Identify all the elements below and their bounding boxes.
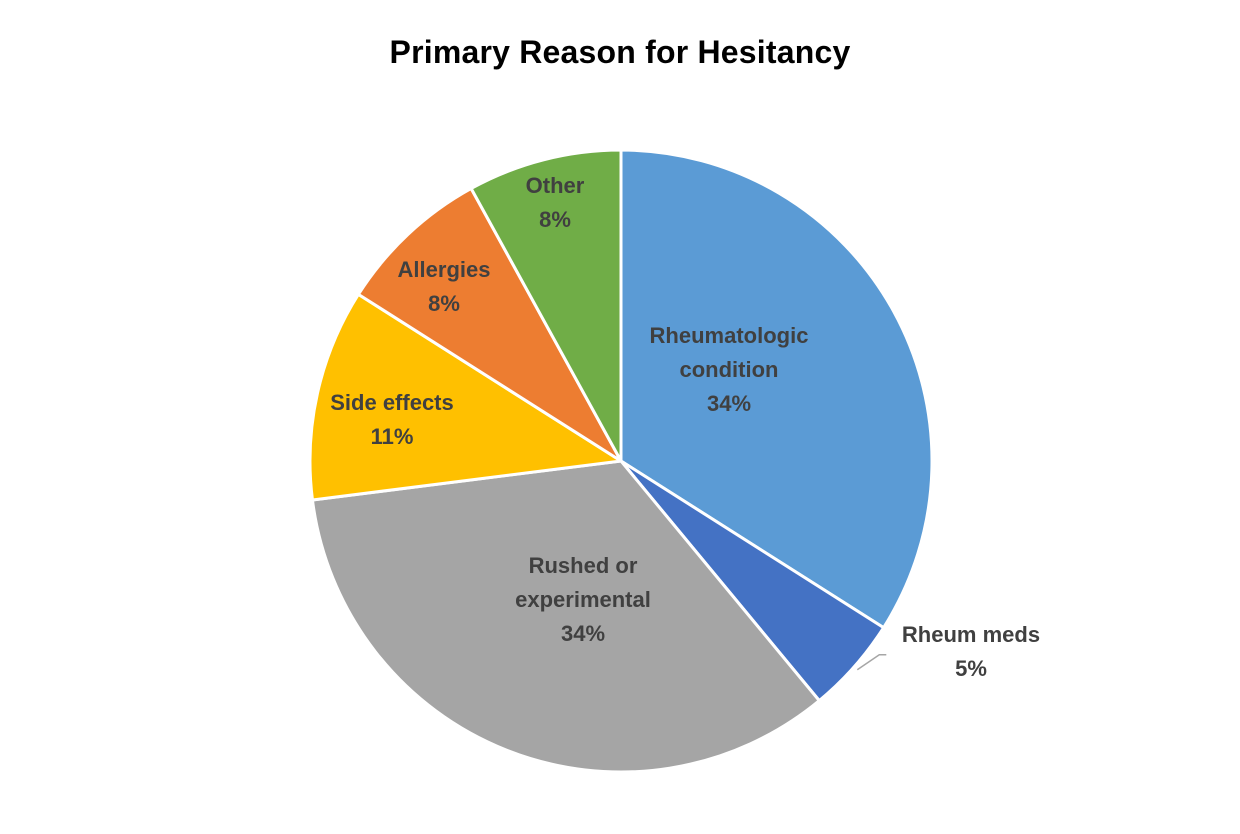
slice-label-rheumatologic-condition: Rheumatologic condition 34%	[650, 323, 809, 416]
slice-name-text: Rheumatologic	[650, 323, 809, 348]
slice-name-text: Rheum meds	[902, 622, 1040, 647]
slice-name-text: experimental	[515, 587, 651, 612]
slice-percent-text: 34%	[707, 391, 751, 416]
slice-name-text: Side effects	[330, 390, 454, 415]
slice-name-text: condition	[680, 357, 779, 382]
slice-label-rushed-or-experimental: Rushed or experimental 34%	[515, 553, 651, 646]
slice-name-text: Allergies	[398, 257, 491, 282]
slice-percent-text: 11%	[371, 424, 414, 449]
slice-percent-text: 8%	[428, 291, 460, 316]
slice-name-text: Other	[526, 173, 585, 198]
slice-percent-text: 34%	[561, 621, 605, 646]
chart-title: Primary Reason for Hesitancy	[389, 34, 851, 70]
pie-slice-rushed-or-experimental	[310, 459, 821, 774]
pie-slice-allergies	[356, 186, 623, 463]
slice-label-other: Other 8%	[526, 173, 585, 232]
labels-layer: Rheumatologic condition 34% Rheum meds 5% Rus…	[330, 173, 1040, 681]
slice-label-side-effects: Side effects 11%	[330, 390, 454, 449]
slice-label-allergies: Allergies 8%	[398, 257, 491, 316]
slice-label-rheum-meds: Rheum meds 5%	[902, 622, 1040, 681]
leader-line-rheum-meds	[856, 653, 887, 671]
slice-name-text: Rushed or	[529, 553, 638, 578]
pie-slice-other	[469, 148, 623, 463]
pie-slice-side-effects	[308, 292, 623, 502]
slices-layer	[308, 148, 934, 774]
slice-percent-text: 8%	[539, 207, 571, 232]
slice-percent-text: 5%	[955, 656, 987, 681]
pie-slice-rheumatologic-condition	[619, 148, 934, 630]
